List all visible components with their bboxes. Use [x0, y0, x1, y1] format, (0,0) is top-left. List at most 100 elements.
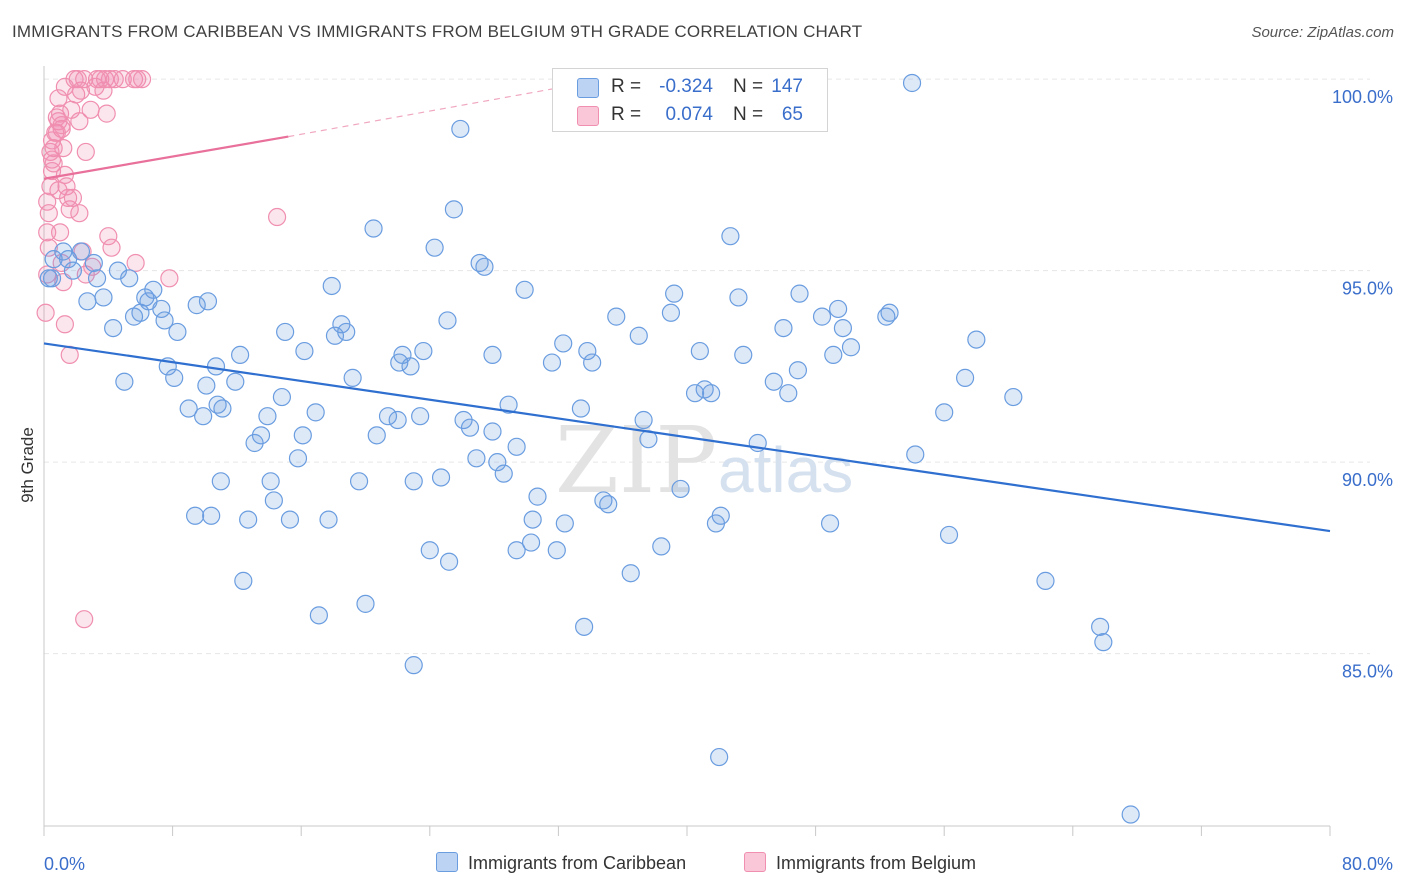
- caribbean-point: [499, 395, 518, 414]
- caribbean-point: [841, 338, 861, 357]
- caribbean-point: [343, 368, 362, 387]
- caribbean-point: [824, 345, 843, 365]
- caribbean-point: [488, 453, 507, 472]
- belgium-point: [267, 207, 287, 227]
- caribbean-point: [179, 399, 198, 418]
- caribbean-point: [94, 288, 113, 307]
- caribbean-point: [812, 307, 832, 326]
- caribbean-point: [155, 311, 174, 330]
- caribbean-point: [288, 449, 308, 468]
- caribbean-point: [764, 372, 783, 391]
- caribbean-point: [439, 552, 459, 571]
- caribbean-point: [251, 426, 271, 445]
- caribbean-point: [325, 326, 345, 345]
- caribbean-point: [460, 418, 480, 437]
- caribbean-point: [206, 357, 226, 376]
- caribbean-point: [634, 410, 653, 430]
- y-tick-label: 95.0%: [1342, 279, 1393, 299]
- caribbean-point: [528, 487, 547, 506]
- x-tick-label: 80.0%: [1342, 854, 1393, 874]
- caribbean-point: [411, 407, 430, 426]
- grid-lines: [44, 78, 1370, 655]
- belgium-point: [97, 104, 116, 123]
- caribbean-point: [264, 491, 283, 510]
- caribbean-point: [665, 284, 684, 303]
- belgium-point: [75, 610, 94, 629]
- belgium-point: [160, 269, 179, 288]
- y-tick-label: 85.0%: [1342, 662, 1393, 682]
- caribbean-point: [774, 319, 793, 338]
- caribbean-point: [902, 73, 922, 93]
- caribbean-point: [734, 345, 753, 365]
- stats-row-belgium: R = 0.074 N = 65: [553, 101, 827, 129]
- belgium-point: [132, 70, 152, 89]
- caribbean-point: [239, 510, 258, 529]
- caribbean-point: [1004, 387, 1023, 407]
- caribbean-point: [1091, 617, 1110, 636]
- caribbean-point: [349, 472, 369, 491]
- caribbean-point: [702, 384, 721, 403]
- caribbean-point: [226, 372, 245, 391]
- caribbean-point: [690, 341, 709, 361]
- caribbean-point: [444, 200, 464, 219]
- caribbean-point: [401, 357, 420, 376]
- caribbean-point: [272, 387, 292, 407]
- caribbean-point: [547, 541, 566, 560]
- caribbean-point: [820, 514, 840, 533]
- caribbean-point: [404, 472, 423, 491]
- caribbean-point: [483, 422, 502, 441]
- caribbean-point: [575, 617, 594, 636]
- caribbean-point: [295, 341, 314, 361]
- caribbean-point: [583, 353, 602, 372]
- caribbean-point: [652, 537, 671, 556]
- caribbean-point: [1121, 805, 1140, 824]
- caribbean-point: [104, 319, 123, 338]
- caribbean-point: [309, 606, 328, 625]
- caribbean-point: [168, 322, 187, 342]
- caribbean-point: [165, 368, 184, 387]
- caribbean-point: [788, 361, 808, 380]
- belgium-point: [44, 138, 63, 158]
- x-tick-label: 0.0%: [44, 854, 85, 874]
- caribbean-point: [661, 303, 681, 322]
- caribbean-point: [431, 468, 451, 487]
- caribbean-point: [144, 280, 163, 299]
- belgium-point: [94, 81, 113, 100]
- belgium-point: [60, 200, 79, 219]
- caribbean-point: [607, 307, 626, 326]
- belgium-swatch: [577, 106, 599, 126]
- caribbean-point: [202, 506, 221, 525]
- caribbean-point: [42, 269, 62, 288]
- caribbean-point: [523, 510, 542, 529]
- caribbean-point: [515, 280, 534, 299]
- belgium-point: [39, 204, 58, 223]
- belgium-point: [100, 70, 120, 89]
- y-axis-label: 9th Grade: [18, 427, 37, 503]
- caribbean-point: [578, 341, 597, 361]
- caribbean-point: [293, 426, 312, 445]
- r-value: -0.324: [659, 76, 713, 97]
- caribbean-point: [967, 330, 986, 349]
- caribbean-point: [710, 747, 729, 767]
- caribbean-point: [187, 296, 206, 315]
- belgium-legend-label: Immigrants from Belgium: [776, 853, 977, 873]
- tick-labels: 100.0% 95.0% 90.0% 85.0% 0.0% 80.0%: [44, 87, 1393, 874]
- caribbean-trend-line: [43, 342, 1331, 533]
- caribbean-point: [621, 564, 640, 583]
- caribbean-point: [438, 311, 457, 330]
- belgium-point: [49, 181, 68, 200]
- caribbean-point: [467, 449, 486, 468]
- caribbean-point: [451, 119, 470, 139]
- belgium-point: [54, 138, 73, 158]
- caribbean-point: [521, 533, 541, 552]
- belgium-point: [59, 188, 78, 207]
- belgium-point: [39, 238, 58, 257]
- belgium-point: [76, 142, 95, 162]
- caribbean-point: [1036, 571, 1055, 590]
- caribbean-point: [414, 341, 433, 361]
- caribbean-point: [197, 376, 216, 395]
- r-label: R =: [611, 104, 642, 125]
- caribbean-point: [420, 541, 439, 560]
- caribbean-point: [470, 253, 489, 273]
